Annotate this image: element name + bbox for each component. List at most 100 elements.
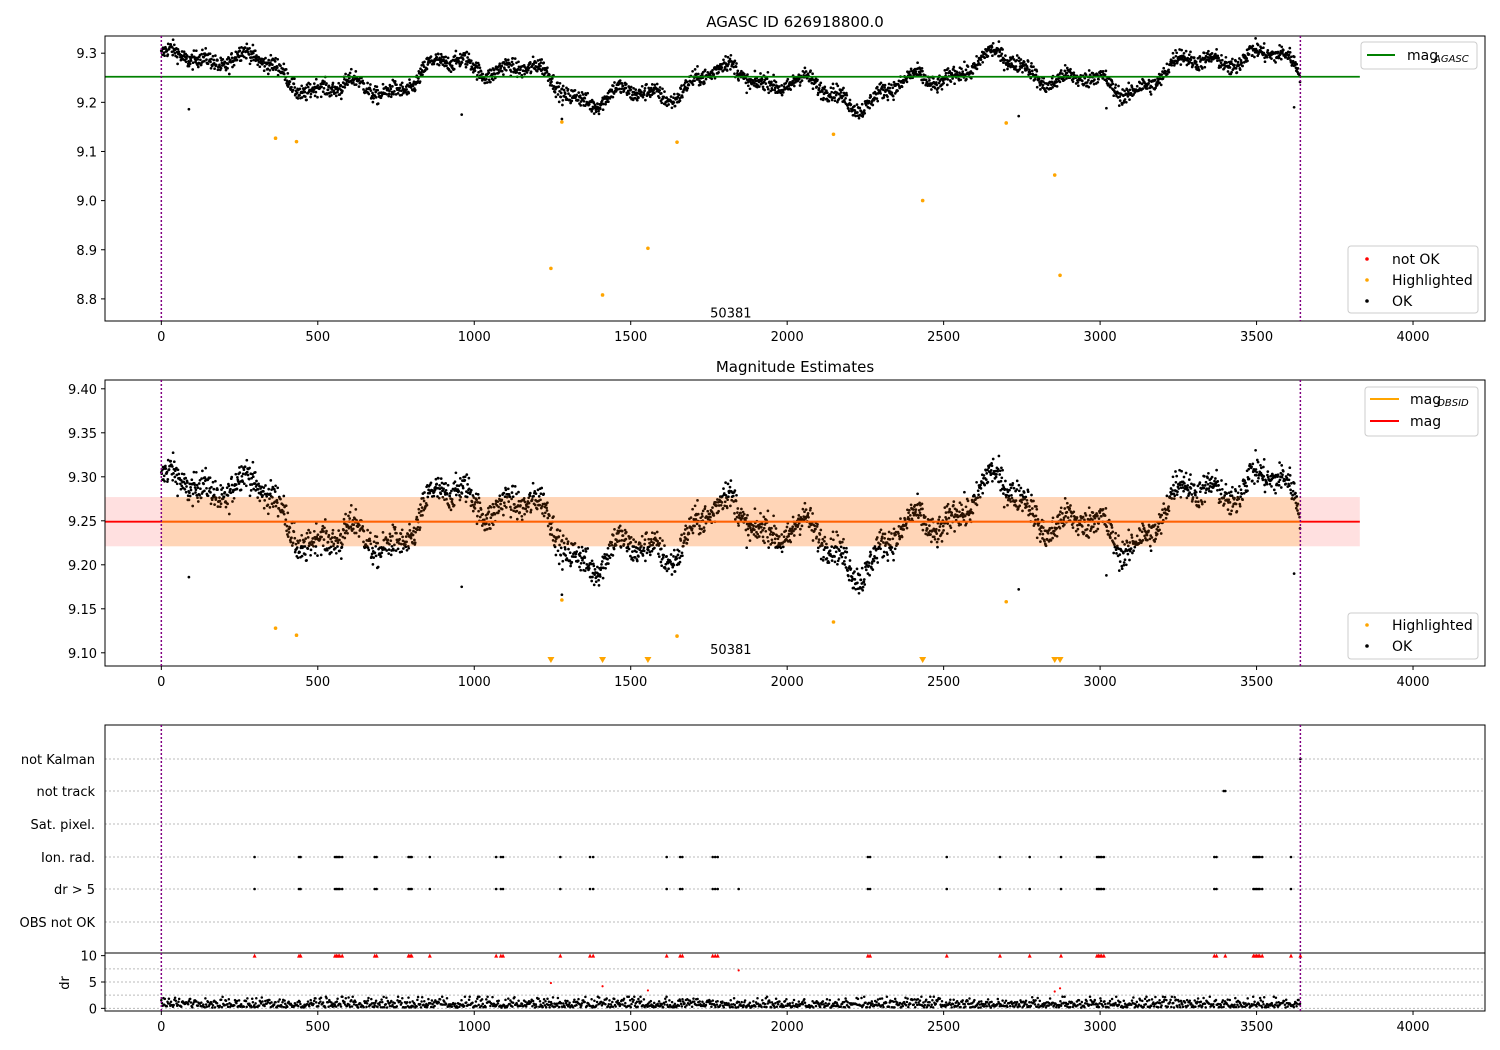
ok-point [290,536,293,540]
ok-point [292,82,296,86]
ok-point [502,491,506,495]
ok-point [209,491,212,494]
ok-point [234,50,238,54]
ok-point [454,62,458,65]
ok-point [298,539,302,542]
ok-point [868,106,871,110]
ok-point [736,69,740,73]
ok-point [964,505,968,509]
ok-point [952,503,955,507]
ok-point [776,537,780,541]
ok-point [742,72,746,76]
ok-point [413,538,416,542]
ok-point [546,524,550,528]
ok-point [712,73,716,77]
ok-point [322,86,326,90]
highlighted-point [273,136,278,141]
ok-point [581,549,585,553]
ok-point [243,46,247,49]
ok-point [691,531,695,535]
ok-point [703,68,707,72]
ok-point [655,530,659,534]
ok-point [766,70,770,74]
ok-point [936,91,939,94]
ok-point [450,498,454,501]
ok-point [857,591,861,595]
ok-point [460,113,464,116]
ok-point [559,546,563,550]
ok-point [197,482,201,485]
ok-point [227,56,231,60]
ok-point [861,588,865,592]
ok-point [698,531,702,535]
ok-point [772,83,776,87]
ok-point [1022,60,1026,64]
ok-point [559,553,563,557]
ok-point [163,479,166,483]
ok-point [308,531,312,534]
ok-point [275,66,279,69]
ok-point [835,530,838,534]
ok-point [882,88,885,92]
ok-point [163,54,166,58]
ok-point [438,484,441,487]
ok-point [1002,492,1005,495]
ok-point [1135,84,1139,88]
ok-point [285,81,288,85]
ok-point [563,92,567,96]
ok-point [405,540,408,544]
ok-point [908,508,911,512]
ok-point [242,482,246,486]
ok-point [316,95,319,99]
ok-point [611,95,615,99]
ok-point [171,451,175,455]
ok-point [614,543,618,547]
ok-point [915,73,919,76]
ok-point [729,479,733,482]
ok-point [276,73,280,77]
ok-point [660,101,664,105]
ok-point [437,496,441,500]
ok-point [251,51,255,55]
ok-point [797,73,801,77]
ok-point [374,544,378,548]
ok-point [262,506,266,510]
ok-point [256,496,260,499]
ok-point [983,56,987,60]
ok-point [875,97,879,100]
ok-point [687,83,691,87]
ok-point [196,65,200,69]
ok-point [731,494,735,498]
ok-point [832,538,835,542]
ok-point [1059,71,1062,75]
ok-point [579,561,583,565]
ok-point [918,511,922,515]
ok-point [489,505,493,509]
ok-point [520,73,524,77]
ok-point [434,53,438,56]
ok-point [853,109,857,112]
ok-point [443,64,446,68]
ok-point [502,73,505,76]
ok-point [1015,58,1019,62]
ok-point [740,69,743,73]
ok-point [845,546,848,550]
ok-point [262,69,266,73]
ok-point [834,93,838,97]
ok-point [357,535,361,538]
ok-point [720,66,724,69]
ok-point [562,88,566,92]
ok-point [399,89,403,93]
ok-point [437,52,440,56]
ok-point [344,72,347,76]
ok-point [391,534,394,538]
ok-point [342,528,345,532]
ok-point [546,501,549,505]
ok-point [675,97,679,101]
ok-point [1063,63,1067,67]
ok-point [262,490,265,493]
ok-point [346,83,349,87]
ok-point [986,54,990,58]
ok-point [665,96,668,99]
